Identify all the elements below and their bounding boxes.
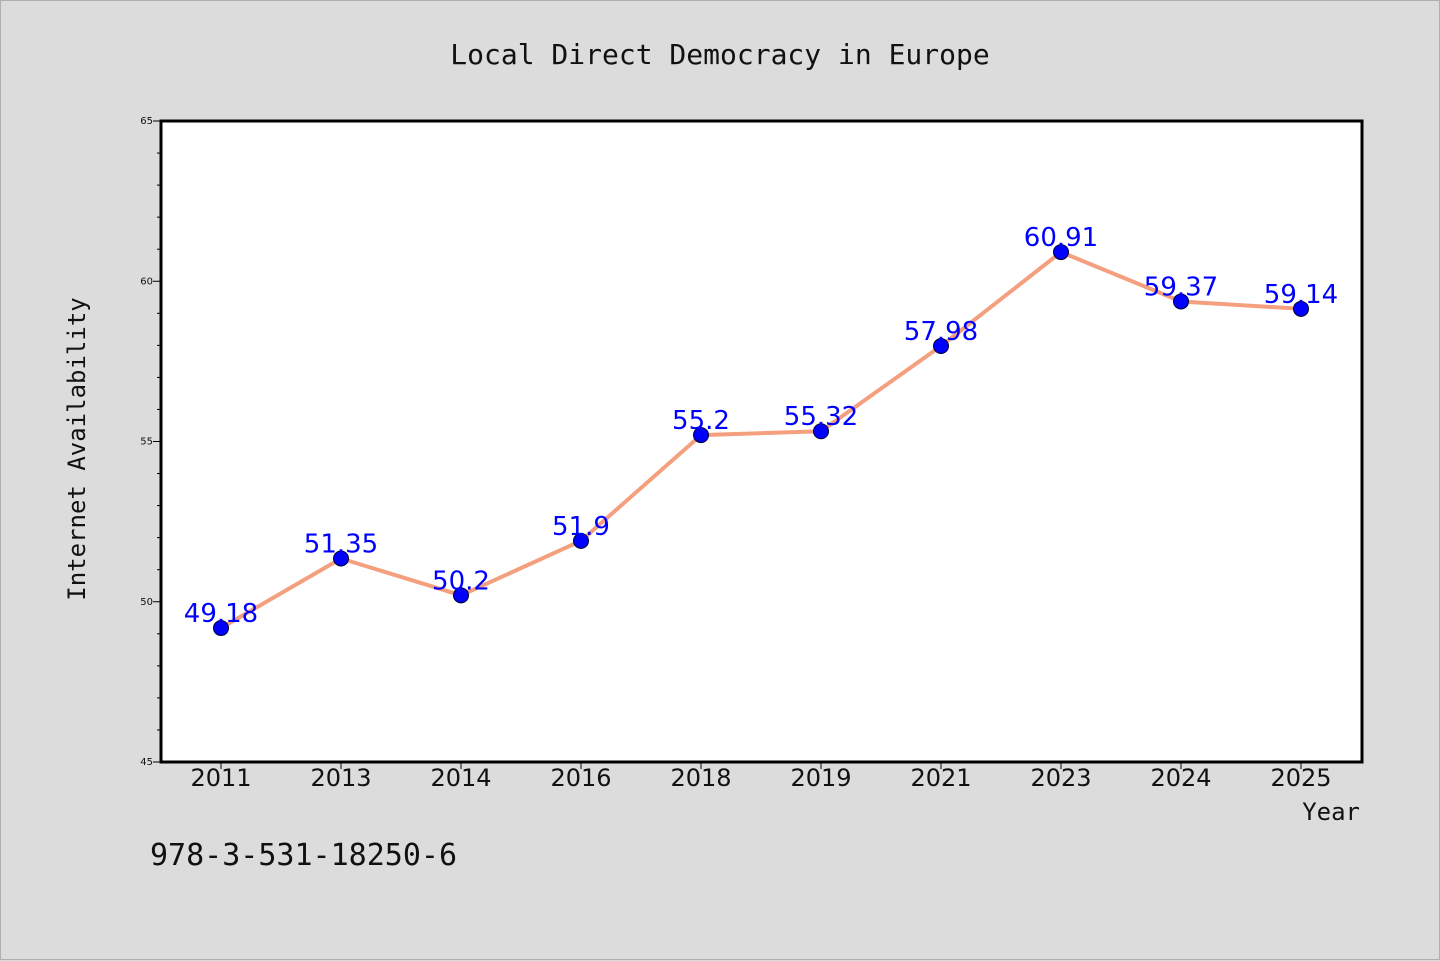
- y-axis-label: Internet Availability: [63, 297, 91, 600]
- data-point: [453, 587, 469, 604]
- series-layer: 49.18 51.35 50.2 51.9 55.2 55.32 57.98 60.91 59.…: [184, 223, 1338, 637]
- x-tick-label: 2025: [1270, 764, 1331, 792]
- x-tick-label: 2011: [190, 764, 251, 792]
- x-tick-label: 2023: [1030, 764, 1091, 792]
- y-tick-label: 55: [140, 437, 153, 448]
- y-tick-label: 45: [140, 757, 153, 768]
- x-tick-label: 2019: [790, 764, 851, 792]
- data-label: 50.2: [432, 566, 490, 596]
- plot-area: [159, 119, 1364, 764]
- data-label: 59.37: [1144, 272, 1218, 302]
- y-tick-label: 60: [140, 276, 153, 287]
- footnote-isbn: 978-3-531-18250-6: [150, 838, 457, 873]
- data-label: 60.91: [1024, 223, 1098, 253]
- data-label: 55.2: [672, 406, 730, 436]
- x-tick-label: 2014: [430, 764, 491, 792]
- data-point: [1173, 293, 1189, 310]
- x-axis-label: Year: [1302, 798, 1360, 826]
- x-tick-label: 2013: [310, 764, 371, 792]
- data-point: [1053, 244, 1069, 261]
- data-label: 51.9: [552, 512, 610, 542]
- data-label: 49.18: [184, 599, 258, 629]
- data-point: [813, 423, 829, 440]
- x-tick-label: 2018: [670, 764, 731, 792]
- data-label: 55.32: [784, 402, 858, 432]
- chart-title: Local Direct Democracy in Europe: [450, 38, 989, 71]
- x-tick-label: 2024: [1150, 764, 1211, 792]
- data-label: 51.35: [304, 529, 378, 559]
- x-tick-label: 2016: [550, 764, 611, 792]
- x-axis-ticks: 2011 2013 2014 2016 2018 2019 2021 2023 2024 2025: [190, 762, 1332, 792]
- x-tick-label: 2021: [910, 764, 971, 792]
- y-tick-label: 50: [140, 597, 153, 608]
- data-point: [573, 532, 589, 549]
- data-label: 57.98: [904, 317, 978, 347]
- data-point: [333, 550, 349, 567]
- y-axis-ticks: 45 50 55 60 65: [140, 116, 161, 768]
- data-point: [933, 337, 949, 354]
- series-line: [219, 250, 1302, 630]
- y-tick-label: 65: [140, 116, 153, 127]
- data-point: [213, 620, 229, 637]
- data-point: [693, 427, 709, 444]
- data-label: 59.14: [1264, 280, 1338, 310]
- data-point: [1293, 300, 1309, 317]
